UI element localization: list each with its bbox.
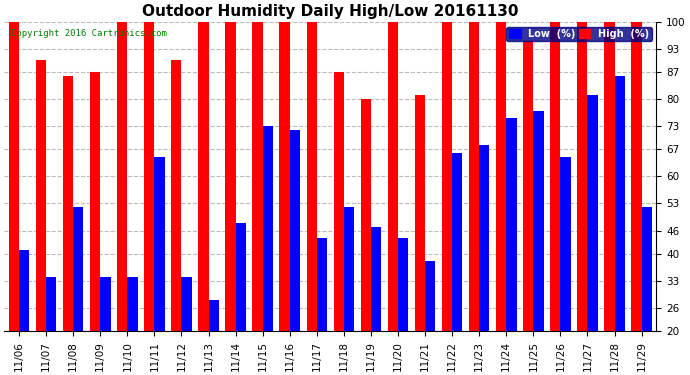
- Bar: [479, 146, 489, 331]
- Bar: [615, 76, 625, 331]
- Bar: [317, 238, 327, 331]
- Bar: [452, 153, 462, 331]
- Bar: [36, 60, 46, 331]
- Bar: [226, 22, 235, 331]
- Bar: [506, 118, 517, 331]
- Text: Copyright 2016 Cartronics.com: Copyright 2016 Cartronics.com: [10, 30, 166, 39]
- Bar: [290, 130, 300, 331]
- Bar: [398, 238, 408, 331]
- Bar: [631, 22, 642, 331]
- Bar: [63, 76, 73, 331]
- Bar: [388, 22, 398, 331]
- Legend: Low  (%), High  (%): Low (%), High (%): [506, 27, 651, 42]
- Bar: [198, 22, 208, 331]
- Bar: [100, 277, 110, 331]
- Bar: [9, 22, 19, 331]
- Bar: [333, 72, 344, 331]
- Bar: [306, 22, 317, 331]
- Bar: [523, 41, 533, 331]
- Bar: [533, 111, 544, 331]
- Bar: [344, 207, 354, 331]
- Bar: [128, 277, 137, 331]
- Bar: [469, 22, 479, 331]
- Bar: [642, 207, 652, 331]
- Bar: [155, 157, 165, 331]
- Bar: [371, 227, 381, 331]
- Bar: [73, 207, 83, 331]
- Bar: [604, 22, 615, 331]
- Bar: [496, 22, 506, 331]
- Bar: [550, 22, 560, 331]
- Bar: [279, 22, 290, 331]
- Bar: [235, 223, 246, 331]
- Bar: [90, 72, 100, 331]
- Bar: [263, 126, 273, 331]
- Bar: [181, 277, 192, 331]
- Bar: [19, 250, 30, 331]
- Bar: [253, 22, 263, 331]
- Bar: [171, 60, 181, 331]
- Bar: [144, 22, 155, 331]
- Bar: [117, 22, 128, 331]
- Bar: [425, 261, 435, 331]
- Bar: [442, 22, 452, 331]
- Bar: [560, 157, 571, 331]
- Bar: [415, 95, 425, 331]
- Bar: [46, 277, 57, 331]
- Bar: [208, 300, 219, 331]
- Bar: [587, 95, 598, 331]
- Bar: [361, 99, 371, 331]
- Title: Outdoor Humidity Daily High/Low 20161130: Outdoor Humidity Daily High/Low 20161130: [142, 4, 519, 19]
- Bar: [577, 22, 587, 331]
